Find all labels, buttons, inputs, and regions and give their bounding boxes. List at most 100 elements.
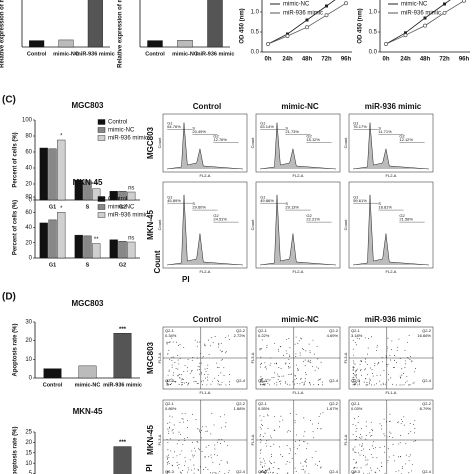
event-dot [166, 342, 168, 344]
x-axis-label: FL1-A [293, 390, 304, 395]
bar [57, 212, 66, 259]
event-dot [187, 359, 189, 361]
event-dot [288, 374, 290, 375]
event-dot [187, 471, 189, 473]
event-dot [260, 419, 262, 421]
event-dot [187, 383, 189, 385]
event-dot [371, 435, 373, 436]
event-dot [193, 464, 195, 466]
event-dot [355, 452, 357, 454]
event-dot [286, 431, 288, 433]
x-axis-label: FL2-A [200, 269, 211, 274]
event-dot [166, 455, 168, 457]
event-dot [318, 416, 320, 418]
event-dot [214, 448, 216, 450]
event-dot [197, 441, 199, 443]
event-dot [225, 351, 227, 353]
event-dot [309, 382, 311, 384]
event-dot [294, 374, 296, 376]
bar [39, 147, 48, 201]
event-dot [202, 426, 204, 428]
event-dot [376, 374, 378, 376]
event-dot [370, 421, 372, 423]
event-dot [195, 380, 197, 382]
event-dot [205, 446, 207, 448]
y-axis-label: Count [250, 219, 255, 231]
chart-title: MKN-45 [73, 178, 103, 187]
gate-value: 45.89% [167, 198, 181, 203]
quadrant-name: Q2-2 [236, 401, 246, 406]
event-dot [278, 468, 280, 470]
event-dot [177, 354, 179, 356]
event-dot [208, 445, 210, 447]
bar [92, 188, 101, 201]
event-dot [204, 368, 206, 370]
event-dot [172, 429, 174, 431]
event-dot [224, 426, 226, 428]
y-axis-label: FL3-A [157, 352, 162, 363]
event-dot [212, 342, 214, 344]
event-dot [401, 384, 403, 386]
event-dot [302, 465, 304, 467]
x-tick-label: mimic-NC [53, 51, 79, 57]
point [305, 18, 309, 22]
event-dot [183, 347, 185, 349]
event-dot [218, 344, 220, 346]
event-dot [217, 383, 219, 385]
event-dot [382, 382, 384, 384]
event-dot [264, 380, 266, 382]
legend-swatch [97, 127, 106, 133]
event-dot [309, 420, 311, 421]
event-dot [191, 469, 193, 471]
event-dot [260, 376, 262, 378]
panel-label: (D) [2, 292, 16, 303]
x-tick-label: Control [43, 382, 63, 388]
y-axis-label: Percent of cells (%) [13, 132, 19, 187]
bar [74, 234, 83, 259]
quadrant-value: 1.68% [234, 406, 246, 411]
event-dot [173, 372, 175, 374]
event-dot [383, 446, 385, 447]
event-dot [271, 453, 272, 455]
y-axis-label: Count [343, 137, 348, 149]
event-dot [260, 471, 262, 473]
event-dot [398, 443, 400, 445]
event-dot [401, 368, 403, 370]
event-dot [354, 382, 356, 384]
y-tick-label: 15 [25, 450, 32, 456]
y-axis-label: Count [343, 219, 348, 231]
x-axis-label: FL2-A [200, 173, 211, 178]
event-dot [264, 469, 266, 471]
event-dot [372, 430, 373, 432]
plot-frame [348, 113, 434, 173]
event-dot [282, 419, 284, 421]
event-dot [183, 370, 185, 372]
event-dot [171, 364, 173, 366]
event-dot [179, 373, 180, 375]
event-dot [175, 368, 177, 369]
event-dot [413, 423, 414, 425]
event-dot [261, 423, 262, 425]
event-dot [312, 339, 314, 341]
event-dot [320, 466, 322, 468]
bar [83, 235, 92, 259]
event-dot [353, 471, 355, 473]
legend-label: mimic-NC [283, 2, 310, 8]
event-dot [310, 362, 312, 363]
event-dot [274, 363, 276, 364]
event-dot [405, 382, 407, 384]
event-dot [182, 418, 184, 420]
event-dot [322, 412, 324, 414]
event-dot [191, 356, 193, 358]
event-dot [168, 463, 170, 465]
event-dot [277, 348, 279, 350]
event-dot [202, 355, 204, 357]
event-dot [177, 359, 179, 361]
quadrant-name: Q2-3 [258, 378, 268, 383]
event-dot [383, 433, 385, 435]
event-dot [370, 469, 372, 471]
event-dot [171, 430, 173, 432]
quadrant-name: Q2-4 [422, 378, 432, 383]
event-dot [404, 360, 406, 362]
event-dot [295, 353, 297, 355]
